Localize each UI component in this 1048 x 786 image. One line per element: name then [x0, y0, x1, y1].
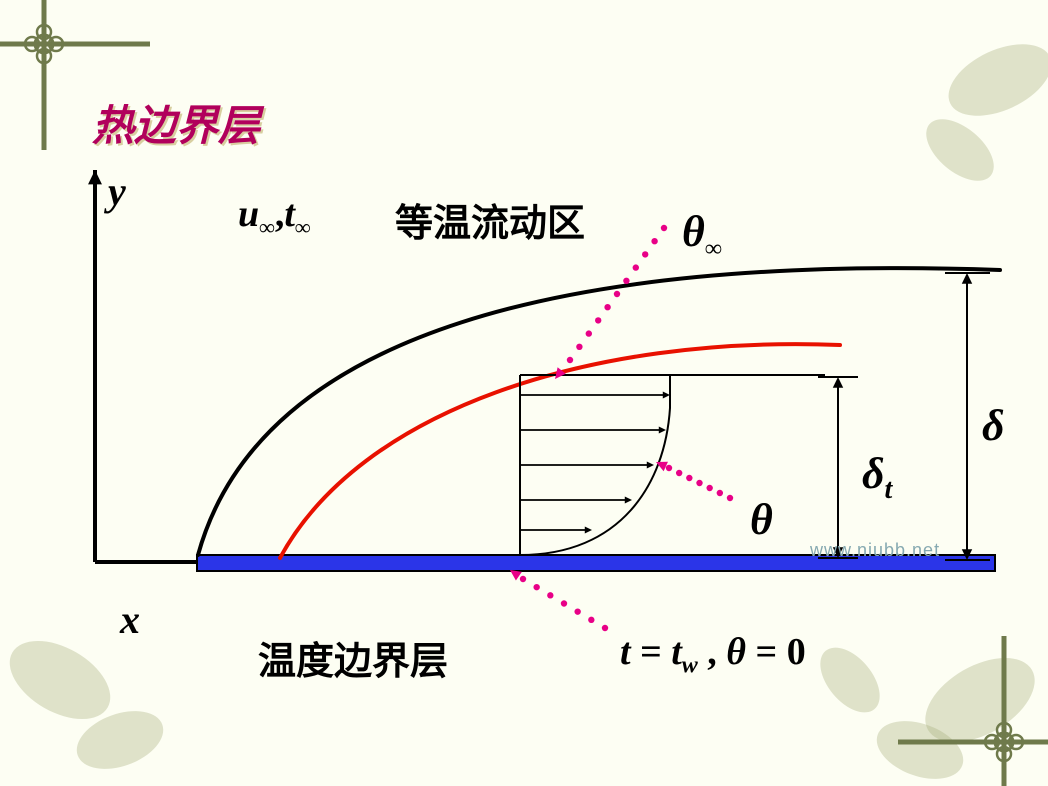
label-delta: δ — [982, 400, 1005, 451]
watermark: www.niubb.net — [810, 540, 940, 561]
axis-x-label: x — [120, 596, 140, 643]
label-theta: θ — [750, 494, 773, 545]
diagram-stage: 热边界层 y x u∞,t∞ 等温流动区 θ∞ θ δ δt 温度边界层 t =… — [0, 0, 1048, 786]
axes — [88, 170, 215, 569]
axis-y-label: y — [108, 168, 126, 215]
label-wall-equation: t = tw , θ = 0 — [620, 630, 806, 680]
label-isothermal-region: 等温流动区 — [395, 192, 585, 247]
label-temperature-boundary-layer: 温度边界层 — [258, 630, 448, 685]
diagram-title: 热边界层 — [92, 92, 260, 153]
label-u-t-infinity: u∞,t∞ — [238, 192, 311, 241]
label-delta-t: δt — [862, 448, 892, 506]
label-theta-infinity: θ∞ — [682, 206, 722, 263]
